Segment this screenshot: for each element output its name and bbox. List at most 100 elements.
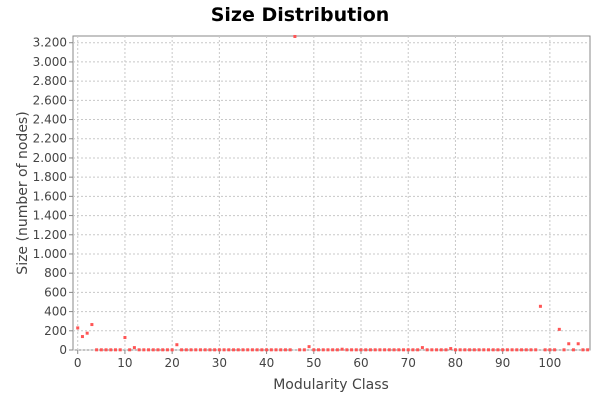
data-point — [576, 342, 580, 346]
data-point — [378, 348, 382, 352]
data-point — [486, 348, 490, 352]
data-point — [151, 348, 155, 352]
data-point — [260, 348, 264, 352]
x-tick-label: 30 — [212, 356, 227, 370]
data-point — [505, 348, 509, 352]
data-point — [165, 348, 169, 352]
y-tick-label: 1.000 — [33, 247, 67, 261]
data-point — [283, 348, 287, 352]
data-point — [298, 348, 302, 352]
data-point — [520, 348, 524, 352]
data-point — [104, 348, 108, 352]
data-point — [553, 348, 557, 352]
data-point — [472, 348, 476, 352]
data-point — [95, 348, 99, 352]
data-point — [194, 348, 198, 352]
data-point — [250, 348, 254, 352]
data-point — [350, 348, 354, 352]
data-point — [543, 348, 547, 352]
data-point — [307, 345, 311, 349]
data-point — [161, 348, 165, 352]
grid-lines — [73, 36, 590, 351]
data-point — [510, 348, 514, 352]
data-point — [402, 348, 406, 352]
data-point — [340, 347, 344, 351]
data-point — [538, 304, 542, 308]
data-point — [293, 34, 297, 38]
y-tick-label: 2.400 — [33, 113, 67, 127]
y-tick-label: 2.200 — [33, 132, 67, 146]
data-point — [99, 348, 103, 352]
data-point — [147, 348, 151, 352]
y-tick-label: 2.000 — [33, 151, 67, 165]
data-point — [326, 348, 330, 352]
data-point — [562, 348, 566, 352]
y-tick-label: 1.600 — [33, 189, 67, 203]
data-point — [345, 348, 349, 352]
data-point — [170, 348, 174, 352]
data-point — [236, 348, 240, 352]
data-point — [567, 342, 571, 346]
data-point — [581, 348, 585, 352]
data-point — [501, 348, 505, 352]
data-point — [534, 348, 538, 352]
data-point — [335, 348, 339, 352]
y-tick-label: 2.600 — [33, 93, 67, 107]
data-point — [203, 348, 207, 352]
data-point — [288, 348, 292, 352]
data-point — [255, 348, 259, 352]
data-point — [439, 348, 443, 352]
data-point — [453, 348, 457, 352]
data-point — [430, 348, 434, 352]
data-point — [180, 348, 184, 352]
x-tick-label: 70 — [401, 356, 416, 370]
data-point — [411, 348, 415, 352]
data-point — [387, 348, 391, 352]
y-tick-label: 1.400 — [33, 209, 67, 223]
data-point — [359, 348, 363, 352]
data-point — [524, 348, 528, 352]
data-point — [416, 348, 420, 352]
data-point — [184, 348, 188, 352]
data-point — [557, 327, 561, 331]
y-tick-label: 0 — [59, 343, 67, 357]
x-axis-label: Modularity Class — [273, 377, 389, 393]
y-tick-label: 800 — [44, 266, 67, 280]
x-tick-label: 90 — [495, 356, 510, 370]
data-point — [241, 348, 245, 352]
data-point — [232, 348, 236, 352]
data-point — [279, 348, 283, 352]
x-tick-label: 100 — [538, 356, 561, 370]
data-point — [425, 348, 429, 352]
data-point — [331, 348, 335, 352]
data-point — [80, 335, 84, 339]
data-point — [156, 348, 160, 352]
plot-area — [72, 35, 591, 351]
y-tick-label: 3.200 — [33, 36, 67, 50]
data-point — [392, 348, 396, 352]
y-axis-ticks: 0 200 400 600 800 1.000 1.200 1.400 1.600 1.800 2.… — [33, 36, 73, 357]
data-point — [269, 348, 273, 352]
data-point — [142, 348, 146, 352]
data-point — [354, 348, 358, 352]
data-point — [435, 348, 439, 352]
data-point — [368, 348, 372, 352]
data-point — [274, 348, 278, 352]
data-point — [548, 348, 552, 352]
data-point — [137, 348, 141, 352]
data-point — [373, 348, 377, 352]
data-point — [482, 348, 486, 352]
data-point — [312, 348, 316, 352]
data-point — [198, 348, 202, 352]
data-point — [571, 348, 575, 352]
data-point — [175, 343, 179, 347]
data-point — [515, 348, 519, 352]
data-point — [128, 348, 132, 352]
y-tick-label: 3.000 — [33, 55, 67, 69]
data-point — [529, 348, 533, 352]
data-point — [246, 348, 250, 352]
x-tick-label: 0 — [74, 356, 82, 370]
data-point — [123, 336, 127, 340]
